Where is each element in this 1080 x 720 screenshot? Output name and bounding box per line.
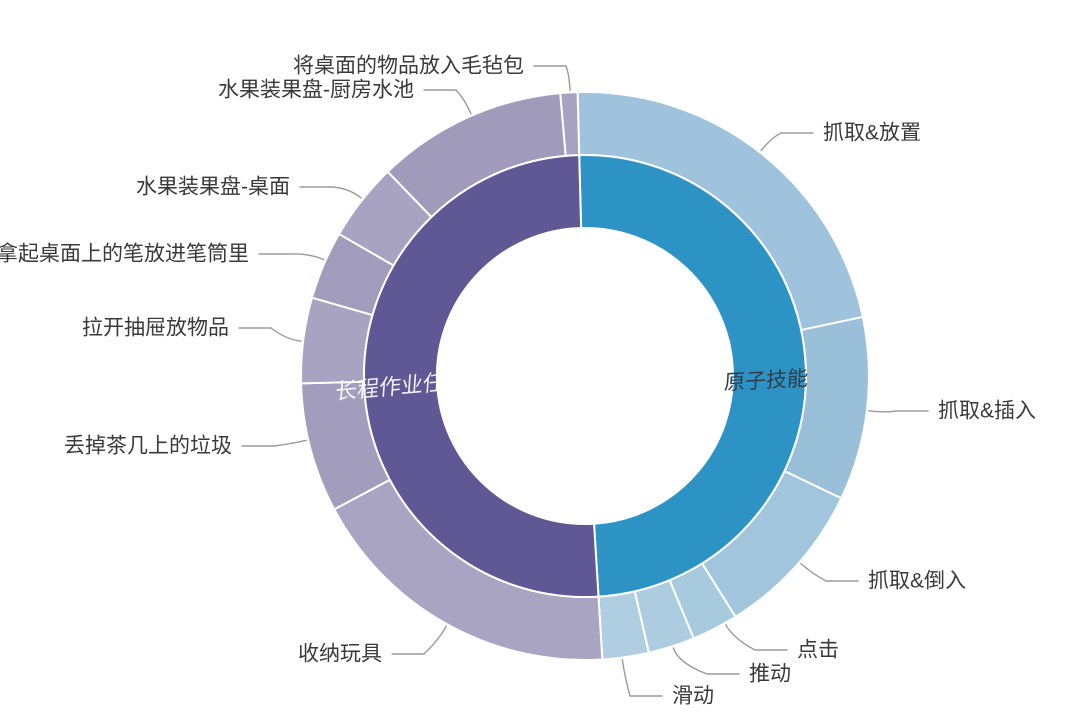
label-pen-to-holder: 拿起桌面上的笔放进笔筒里 (0, 242, 249, 266)
segment-long-horizon-tasks[interactable] (362, 154, 600, 599)
label-atomic-skills: 原子技能 (723, 366, 808, 394)
leader-pen-to-holder (258, 253, 325, 261)
label-fruit-plate-sink: 水果装果盘-厨房水池 (218, 79, 414, 102)
leader-store-toys (391, 625, 448, 655)
leader-grasp-place (760, 132, 814, 152)
label-items-to-felt-bag: 将桌面的物品放入毛毡包 (293, 55, 524, 78)
label-fruit-plate-desk: 水果装果盘-桌面 (136, 176, 290, 199)
label-push: 推动 (749, 663, 791, 686)
label-slide: 滑动 (672, 685, 714, 708)
leader-click (725, 624, 788, 651)
leader-open-drawer (238, 327, 302, 342)
leader-grasp-insert (868, 410, 929, 413)
leader-fruit-plate-desk (299, 186, 362, 199)
label-click: 点击 (797, 639, 839, 662)
label-open-drawer: 拉开抽屉放物品 (82, 317, 229, 340)
leader-push (672, 647, 740, 675)
leader-slide (621, 658, 663, 697)
leader-throw-trash (241, 439, 308, 447)
label-grasp-pour: 抓取&倒入 (868, 570, 966, 593)
segment-atomic-skills[interactable] (578, 154, 807, 598)
label-throw-trash: 丢掉茶几上的垃圾 (64, 435, 232, 458)
leader-fruit-plate-sink (423, 89, 472, 115)
leader-items-to-felt-bag (533, 65, 571, 92)
leader-grasp-pour (800, 562, 859, 582)
label-grasp-insert: 抓取&插入 (938, 400, 1036, 423)
label-store-toys: 收纳玩具 (298, 643, 382, 666)
label-grasp-place: 抓取&放置 (823, 122, 921, 145)
